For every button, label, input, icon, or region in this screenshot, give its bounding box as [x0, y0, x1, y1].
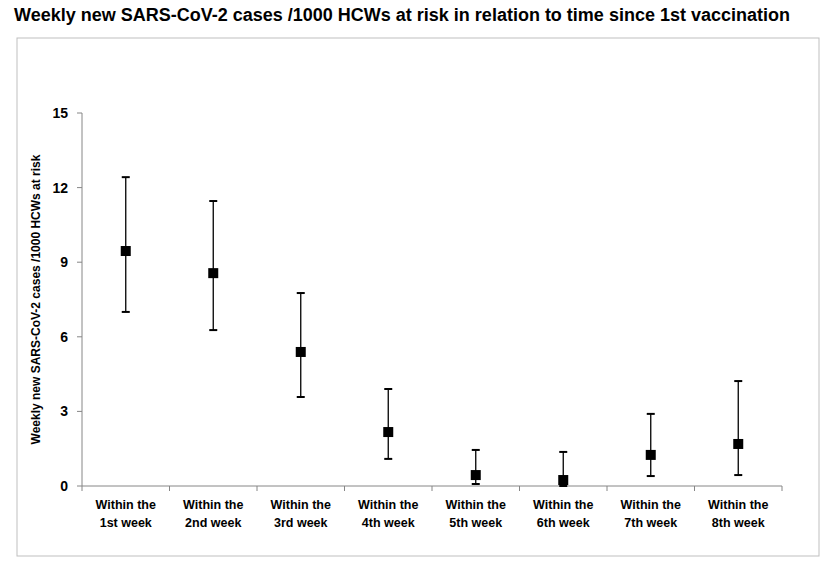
error-bar: [125, 177, 126, 312]
x-tick-label-line: Within the: [358, 498, 418, 512]
x-tick-label-line: Within the: [96, 498, 156, 512]
x-tick-label-line: 1st week: [100, 516, 152, 530]
y-tick-label: 15: [52, 105, 68, 121]
x-tick-label-line: Within the: [621, 498, 681, 512]
y-axis: [82, 113, 83, 486]
x-tick-label: Within the 4th week: [358, 498, 418, 530]
error-cap-upper: [297, 292, 305, 294]
point: [733, 439, 743, 449]
error-bar: [738, 381, 739, 475]
y-tick: [77, 262, 82, 263]
y-tick-label: 6: [60, 329, 68, 345]
x-tick-label-line: 4th week: [362, 516, 415, 530]
x-tick-label: Within the 2nd week: [183, 498, 243, 530]
x-tick: [169, 486, 170, 491]
point: [208, 268, 218, 278]
point: [121, 246, 131, 256]
point: [383, 427, 393, 437]
x-tick: [344, 486, 345, 491]
y-tick: [77, 486, 82, 487]
y-tick: [77, 336, 82, 337]
error-cap-lower: [734, 474, 742, 476]
point: [646, 450, 656, 460]
x-tick-label-line: 2nd week: [185, 516, 241, 530]
y-tick: [77, 411, 82, 412]
x-tick-label-line: Within the: [533, 498, 593, 512]
error-cap-lower: [122, 311, 130, 313]
x-tick-label-line: Within the: [183, 498, 243, 512]
y-tick-label: 12: [52, 180, 68, 196]
error-cap-lower: [209, 329, 217, 331]
error-bar: [650, 414, 651, 476]
y-tick-label: 0: [60, 478, 68, 494]
error-cap-lower: [647, 475, 655, 477]
x-tick: [519, 486, 520, 491]
error-cap-upper: [384, 388, 392, 390]
y-tick: [77, 113, 82, 114]
y-tick-label: 3: [60, 403, 68, 419]
error-cap-lower: [559, 485, 567, 487]
y-tick-label: 9: [60, 254, 68, 270]
x-tick-label: Within the 7th week: [621, 498, 681, 530]
x-tick-label: Within the 3rd week: [271, 498, 331, 530]
x-tick-label-line: Within the: [708, 498, 768, 512]
x-tick-label-line: 6th week: [537, 516, 590, 530]
error-bar: [388, 389, 389, 459]
y-axis-label: Weekly new SARS-CoV-2 cases /1000 HCWs a…: [29, 154, 43, 444]
error-cap-lower: [384, 458, 392, 460]
x-tick-label: Within the 8th week: [708, 498, 768, 530]
error-cap-upper: [647, 413, 655, 415]
x-tick-label-line: 5th week: [449, 516, 502, 530]
x-tick: [257, 486, 258, 491]
error-bar: [300, 293, 301, 397]
x-tick-label: Within the 5th week: [446, 498, 506, 530]
x-tick: [82, 486, 83, 491]
x-tick-label-line: 7th week: [624, 516, 677, 530]
x-tick: [782, 486, 783, 491]
x-tick-label: Within the 1st week: [96, 498, 156, 530]
point: [296, 347, 306, 357]
error-cap-upper: [734, 380, 742, 382]
plot-area: [121, 177, 744, 486]
error-bar: [213, 201, 214, 330]
x-tick: [432, 486, 433, 491]
x-tick: [694, 486, 695, 491]
x-tick-label-line: 8th week: [712, 516, 765, 530]
y-tick: [77, 187, 82, 188]
error-cap-upper: [559, 451, 567, 453]
chart: Weekly new SARS-CoV-2 cases /1000 HCWs a…: [0, 0, 827, 561]
title: Weekly new SARS-CoV-2 cases /1000 HCWs a…: [14, 5, 790, 25]
point: [471, 470, 481, 480]
error-cap-upper: [472, 449, 480, 451]
x-tick-label-line: Within the: [271, 498, 331, 512]
error-cap-lower: [297, 396, 305, 398]
x-tick: [607, 486, 608, 491]
error-cap-lower: [472, 483, 480, 485]
point: [558, 475, 568, 485]
error-cap-upper: [209, 200, 217, 202]
x-tick-label: Within the 6th week: [533, 498, 593, 530]
error-cap-upper: [122, 176, 130, 178]
x-tick-label-line: Within the: [446, 498, 506, 512]
chart-frame: [17, 38, 819, 556]
x-tick-label-line: 3rd week: [274, 516, 328, 530]
